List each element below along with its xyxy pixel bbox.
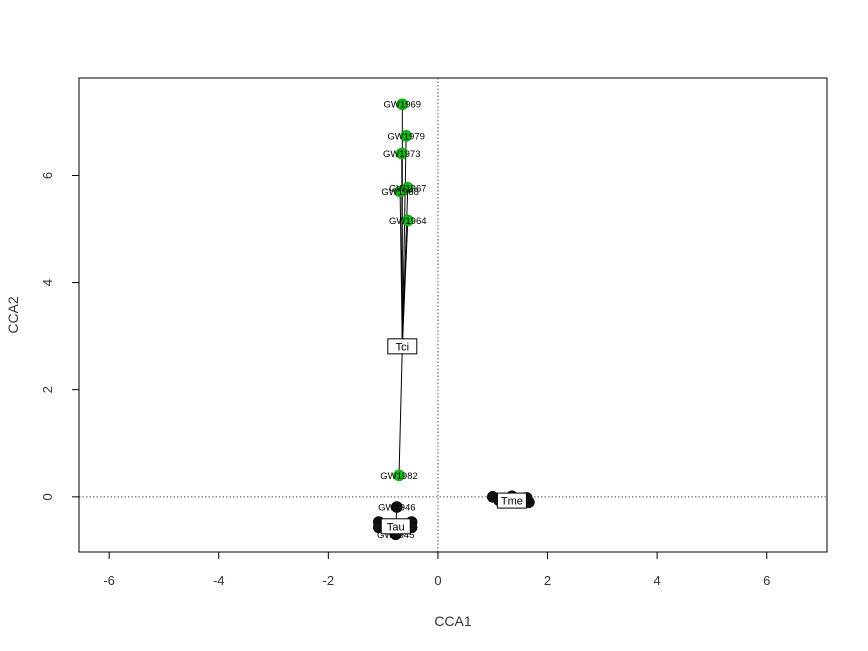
x-tick-label: 2 bbox=[544, 573, 551, 588]
y-tick-label: 2 bbox=[40, 386, 55, 393]
x-tick-label: 0 bbox=[434, 573, 441, 588]
x-tick-label: -6 bbox=[103, 573, 115, 588]
data-point bbox=[391, 501, 403, 513]
data-point bbox=[400, 130, 412, 142]
x-tick-label: -4 bbox=[213, 573, 225, 588]
x-tick-label: -2 bbox=[323, 573, 335, 588]
point-label: GW1968 bbox=[381, 187, 419, 198]
data-point bbox=[396, 98, 409, 111]
data-point bbox=[395, 147, 408, 160]
point-label: GW1945 bbox=[377, 530, 415, 541]
x-axis-title: CCA1 bbox=[434, 613, 472, 629]
x-axis: -6 -4 -2 0 2 4 6 bbox=[103, 551, 770, 588]
y-tick-label: 4 bbox=[40, 279, 55, 286]
centroid-label: Tci bbox=[396, 341, 409, 353]
data-point bbox=[394, 185, 406, 198]
point-label: GW1969 bbox=[384, 100, 422, 111]
centroid-label: Tme bbox=[501, 496, 523, 508]
x-tick-label: 4 bbox=[654, 573, 661, 588]
y-tick-label: 0 bbox=[40, 493, 55, 500]
point-label: GW1964 bbox=[389, 216, 427, 227]
point-label: GW1979 bbox=[387, 131, 425, 142]
data-point bbox=[401, 214, 414, 227]
y-axis-title: CCA2 bbox=[5, 296, 21, 334]
spider-segment bbox=[401, 135, 407, 347]
group-centroids: Tci Tau Tme bbox=[380, 338, 527, 535]
centroid-box bbox=[387, 338, 418, 355]
reference-lines bbox=[79, 78, 827, 552]
centroid-label: Tau bbox=[387, 521, 405, 533]
point-label: GW1982 bbox=[380, 471, 418, 482]
centroid-box bbox=[496, 492, 527, 509]
spider-segment bbox=[398, 346, 403, 476]
y-tick-label: 6 bbox=[40, 172, 55, 179]
point-label: GW1973 bbox=[383, 149, 421, 160]
y-axis: 0 2 4 6 bbox=[40, 172, 80, 500]
spider-segment bbox=[401, 220, 409, 347]
x-tick-label: 6 bbox=[763, 573, 770, 588]
point-label: GW1967 bbox=[389, 183, 427, 194]
data-point bbox=[393, 469, 405, 482]
centroid-box bbox=[380, 518, 411, 535]
spider-segment bbox=[399, 191, 403, 347]
point-label: GW1946 bbox=[378, 503, 416, 514]
